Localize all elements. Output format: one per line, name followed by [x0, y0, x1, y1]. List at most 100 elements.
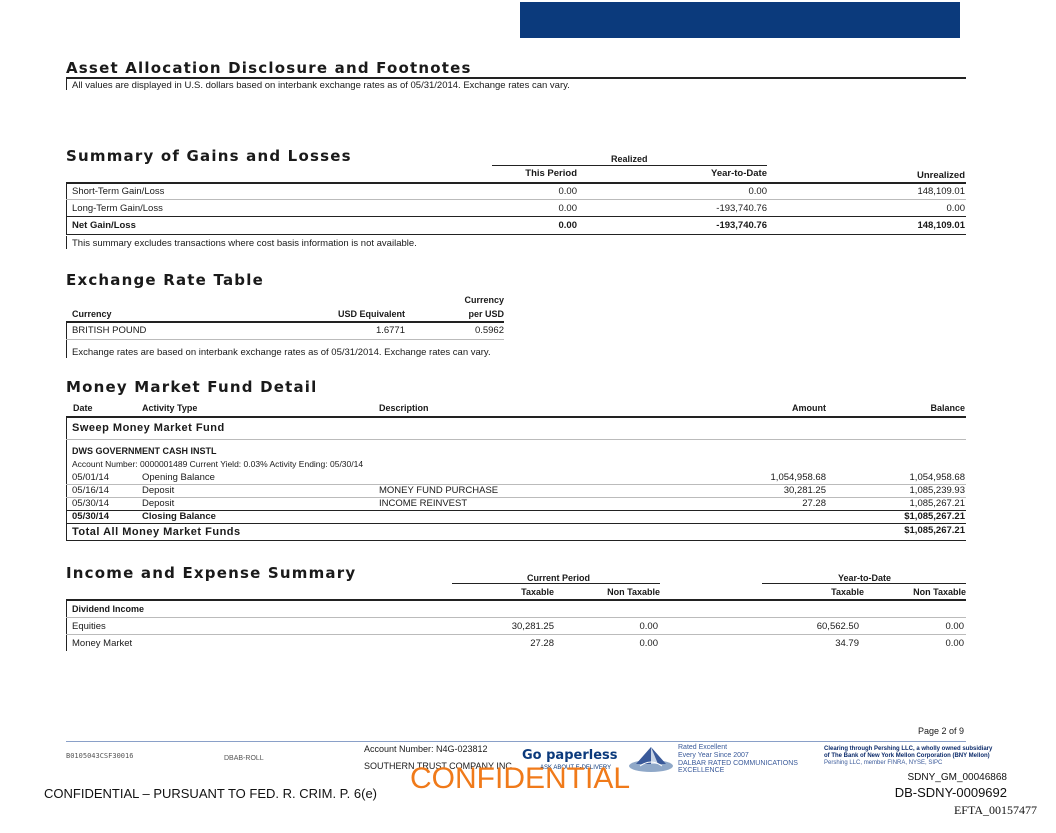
mmf-row-description: MONEY FUND PURCHASE	[379, 485, 499, 496]
exchange-per-usd: 0.5962	[474, 325, 504, 336]
total-mmf-balance: $1,085,267.21	[904, 525, 965, 536]
col-cp-non-taxable: Non Taxable	[607, 587, 660, 597]
divider	[66, 236, 67, 249]
col-cp-taxable: Taxable	[521, 587, 554, 597]
divider	[492, 165, 767, 166]
divider	[66, 510, 966, 511]
income-cell: 0.00	[639, 621, 659, 632]
col-unrealized: Unrealized	[916, 170, 965, 181]
confidential-notice: CONFIDENTIAL – PURSUANT TO FED. R. CRIM.…	[44, 786, 378, 801]
col-activity-type: Activity Type	[142, 403, 198, 413]
bates-number-3: EFTA_00157477	[953, 803, 1037, 817]
excellence-line: EXCELLENCE	[678, 767, 725, 774]
col-per-usd: per USD	[468, 309, 504, 319]
exchange-note: Exchange rates are based on interbank ex…	[72, 347, 491, 358]
col-description: Description	[379, 403, 429, 413]
account-line: Account Number: 0000001489 Current Yield…	[72, 459, 364, 469]
income-cell: 34.79	[835, 638, 859, 649]
e-delivery-text: ASK ABOUT E-DELIVERY	[540, 765, 612, 771]
col-this-period: This Period	[525, 168, 577, 179]
mmf-row-balance: 1,085,267.21	[909, 498, 965, 509]
closing-balance: $1,085,267.21	[904, 511, 965, 522]
dalbar-logo-icon	[628, 744, 674, 779]
divider	[66, 634, 966, 635]
bates-number-1: SDNY_GM_00046868	[907, 772, 1007, 783]
mmf-row-description: INCOME REINVEST	[379, 498, 468, 509]
ytd-header: Year-to-Date	[838, 573, 892, 583]
col-usd-equivalent: USD Equivalent	[337, 309, 405, 319]
divider	[66, 323, 67, 358]
income-title: Income and Expense Summary	[66, 564, 357, 582]
table-cell: 0.00	[558, 220, 578, 231]
divider	[66, 617, 966, 618]
fund-name: DWS GOVERNMENT CASH INSTL	[72, 446, 217, 456]
mmf-row-amount: 27.28	[802, 498, 826, 509]
income-cell: 30,281.25	[511, 621, 554, 632]
table-cell: 0.00	[946, 203, 966, 214]
divider	[66, 418, 67, 540]
dividend-income-label: Dividend Income	[72, 604, 145, 614]
divider	[66, 339, 504, 340]
mmf-row-activity: Deposit	[142, 498, 175, 509]
divider	[66, 416, 966, 418]
table-cell: 0.00	[558, 186, 578, 197]
gains-losses-title: Summary of Gains and Losses	[66, 147, 352, 165]
mmf-row-balance: 1,085,239.93	[909, 485, 965, 496]
divider	[66, 182, 966, 184]
mmf-row-amount: 30,281.25	[783, 485, 826, 496]
exchange-rate-title: Exchange Rate Table	[66, 271, 264, 289]
dbab-label: DBAB-ROLL	[224, 755, 264, 762]
divider	[66, 77, 966, 79]
bates-number-2: DB-SDNY-0009692	[894, 785, 1007, 800]
header-banner	[520, 2, 960, 38]
clearing-line-1: Clearing through Pershing LLC, a wholly …	[824, 746, 993, 752]
divider	[66, 523, 966, 524]
mmf-row-balance: 1,054,958.68	[909, 472, 965, 483]
divider	[66, 540, 966, 541]
mmf-row-date: 05/30/14	[72, 498, 109, 509]
divider	[66, 321, 504, 323]
divider	[66, 78, 67, 90]
income-row-label: Money Market	[72, 638, 133, 649]
divider	[66, 439, 966, 440]
rated-excellent-line: Rated Excellent	[678, 744, 728, 751]
document-code: B0105043CSF30016	[66, 752, 134, 760]
current-period-header: Current Period	[527, 573, 591, 583]
company-name: SOUTHERN TRUST COMPANY INC	[364, 761, 512, 771]
closing-date: 05/30/14	[72, 511, 109, 522]
divider	[762, 583, 966, 584]
mmf-row-activity: Deposit	[142, 485, 175, 496]
income-cell: 60,562.50	[816, 621, 859, 632]
gains-losses-note: This summary excludes transactions where…	[72, 238, 417, 249]
exchange-usd-equivalent: 1.6771	[375, 325, 405, 336]
exchange-currency: BRITISH POUND	[72, 325, 147, 336]
col-date: Date	[73, 403, 93, 413]
divider	[66, 484, 966, 485]
col-currency: Currency	[72, 309, 112, 319]
divider	[452, 583, 660, 584]
divider	[66, 199, 966, 200]
divider	[66, 216, 966, 217]
col-balance: Balance	[930, 403, 965, 413]
col-ytd-taxable: Taxable	[831, 587, 864, 597]
col-currency-per-usd: Currency	[464, 295, 504, 305]
income-cell: 0.00	[945, 621, 965, 632]
divider	[66, 497, 966, 498]
table-cell: 0.00	[558, 203, 578, 214]
clearing-line-2: of The Bank of New York Mellon Corporati…	[824, 753, 990, 759]
mmf-row-amount: 1,054,958.68	[770, 472, 826, 483]
income-cell: 0.00	[639, 638, 659, 649]
account-number: Account Number: N4G-023812	[364, 744, 488, 754]
dalbar-line: DALBAR RATED COMMUNICATIONS	[678, 760, 798, 767]
table-cell: -193,740.76	[716, 203, 767, 214]
table-cell: 0.00	[748, 186, 768, 197]
page-number: Page 2 of 9	[917, 726, 964, 736]
divider	[66, 184, 67, 234]
realized-header: Realized	[611, 154, 648, 164]
net-gain-loss-label: Net Gain/Loss	[72, 220, 136, 231]
asset-allocation-title: Asset Allocation Disclosure and Footnote…	[66, 59, 472, 77]
divider	[66, 601, 67, 651]
table-row-label: Long-Term Gain/Loss	[72, 203, 163, 214]
col-ytd-non-taxable: Non Taxable	[913, 587, 966, 597]
mmf-title: Money Market Fund Detail	[66, 378, 318, 396]
